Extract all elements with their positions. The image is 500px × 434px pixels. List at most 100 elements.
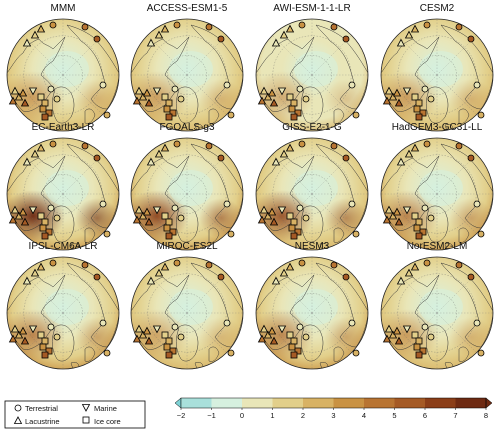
lacustrine-site-marker	[410, 262, 420, 271]
panel-title: AWI-ESM-1-1-LR	[273, 3, 351, 14]
colorbar-segment	[242, 398, 273, 408]
terrestrial-site-marker	[423, 259, 431, 267]
meridian-line	[23, 154, 64, 195]
ice-core-site-marker	[161, 93, 169, 101]
coastline	[66, 262, 119, 348]
lacustrine-site-marker	[132, 215, 142, 224]
lacustrine-site-marker	[396, 157, 406, 166]
lacustrine-site-marker	[410, 24, 420, 33]
latitude-line	[167, 293, 207, 333]
terrestrial-site-marker	[223, 200, 231, 208]
terrestrial-site-marker	[171, 323, 179, 331]
coastline	[131, 36, 190, 112]
legend-box	[4, 400, 146, 429]
panel-title: MIROC-ES2L	[156, 241, 218, 252]
latitude-line	[43, 55, 83, 95]
terrestrial-site-marker	[49, 140, 57, 148]
lacustrine-site-marker	[30, 149, 40, 158]
arctic-ocean-patch	[294, 289, 338, 325]
terrestrial-site-marker	[455, 23, 463, 31]
lacustrine-site-marker	[285, 24, 295, 33]
map-panel	[255, 137, 369, 251]
lacustrine-site-marker	[394, 217, 404, 226]
map-border	[6, 256, 120, 370]
map-panel	[130, 18, 244, 132]
lacustrine-site-marker	[384, 324, 394, 333]
colorbar-tick-label: −1	[207, 411, 216, 420]
latitude-line	[417, 55, 457, 95]
colorbar-segment	[272, 398, 304, 408]
terrestrial-site-marker	[217, 154, 225, 162]
meridian-line	[62, 273, 103, 314]
colorbar-segment	[364, 398, 395, 408]
coastline	[66, 24, 119, 110]
meridian-line	[436, 193, 477, 234]
terrestrial-site-marker	[455, 261, 463, 269]
terrestrial-site-marker	[53, 333, 61, 341]
terrestrial-site-marker	[103, 230, 111, 238]
meridian-line	[186, 193, 227, 234]
terrestrial-site-marker	[99, 319, 107, 327]
terrestrial-site-marker	[427, 95, 435, 103]
warming-anomaly	[75, 79, 119, 119]
terrestrial-site-marker	[177, 95, 185, 103]
lacustrine-site-marker	[10, 324, 20, 333]
marine-site-marker	[402, 325, 412, 334]
latitude-line	[43, 174, 83, 214]
arctic-ocean-patch	[419, 170, 463, 206]
lacustrine-site-marker	[404, 268, 414, 277]
lacustrine-site-marker	[257, 96, 267, 105]
terrestrial-site-marker	[173, 259, 181, 267]
lacustrine-site-marker	[269, 98, 279, 107]
terrestrial-site-marker	[227, 111, 235, 119]
terrestrial-site-marker	[302, 95, 310, 103]
lacustrine-site-marker	[154, 30, 164, 39]
coastline	[300, 324, 324, 362]
meridian-line	[62, 154, 103, 195]
map-panel	[130, 137, 244, 251]
lacustrine-site-marker	[259, 86, 269, 95]
coastline	[333, 346, 345, 362]
lacustrine-site-marker	[267, 207, 277, 216]
ice-core-site-marker	[165, 99, 173, 107]
ice-core-site-marker	[41, 218, 49, 226]
legend-label-ice-core: Ice core	[94, 417, 121, 426]
meridian-line	[311, 312, 352, 353]
map-panel	[6, 137, 120, 251]
coastline	[190, 143, 243, 229]
terrestrial-site-marker	[227, 230, 235, 238]
terrestrial-site-marker	[298, 21, 306, 29]
marine-site-marker	[28, 206, 38, 215]
lacustrine-site-marker	[20, 98, 30, 107]
lacustrine-site-marker	[30, 30, 40, 39]
panel-title: CESM2	[419, 3, 455, 14]
arctic-ocean-patch	[169, 170, 213, 206]
coastline	[300, 205, 324, 243]
terrestrial-site-marker	[298, 259, 306, 267]
terrestrial-site-marker	[47, 323, 55, 331]
ice-core-site-marker	[163, 343, 171, 351]
lacustrine-site-marker	[134, 86, 144, 95]
lacustrine-site-marker	[388, 330, 398, 339]
terrestrial-site-marker	[177, 333, 185, 341]
ice-core-site-marker	[286, 331, 294, 339]
lacustrine-site-marker	[279, 149, 289, 158]
coastline	[256, 155, 315, 231]
ice-core-site-marker	[41, 99, 49, 107]
meridian-line	[272, 35, 313, 76]
meridian-line	[397, 35, 438, 76]
terrestrial-site-marker	[302, 214, 310, 222]
panel-title: HadGEM3-GC31-LL	[391, 122, 483, 133]
terrestrial-site-marker	[477, 230, 485, 238]
colorbar-tick-label: −2	[177, 411, 186, 420]
ice-core-site-marker	[411, 331, 419, 339]
map-panel	[380, 18, 494, 132]
map-panel	[6, 256, 120, 370]
lacustrine-site-marker	[160, 24, 170, 33]
lacustrine-site-marker	[404, 30, 414, 39]
ice-core-site-marker	[161, 331, 169, 339]
ice-core-site-marker	[290, 218, 298, 226]
ice-core-site-marker	[419, 347, 427, 355]
terrestrial-site-marker	[81, 261, 89, 269]
ice-core-site-marker	[39, 224, 47, 232]
